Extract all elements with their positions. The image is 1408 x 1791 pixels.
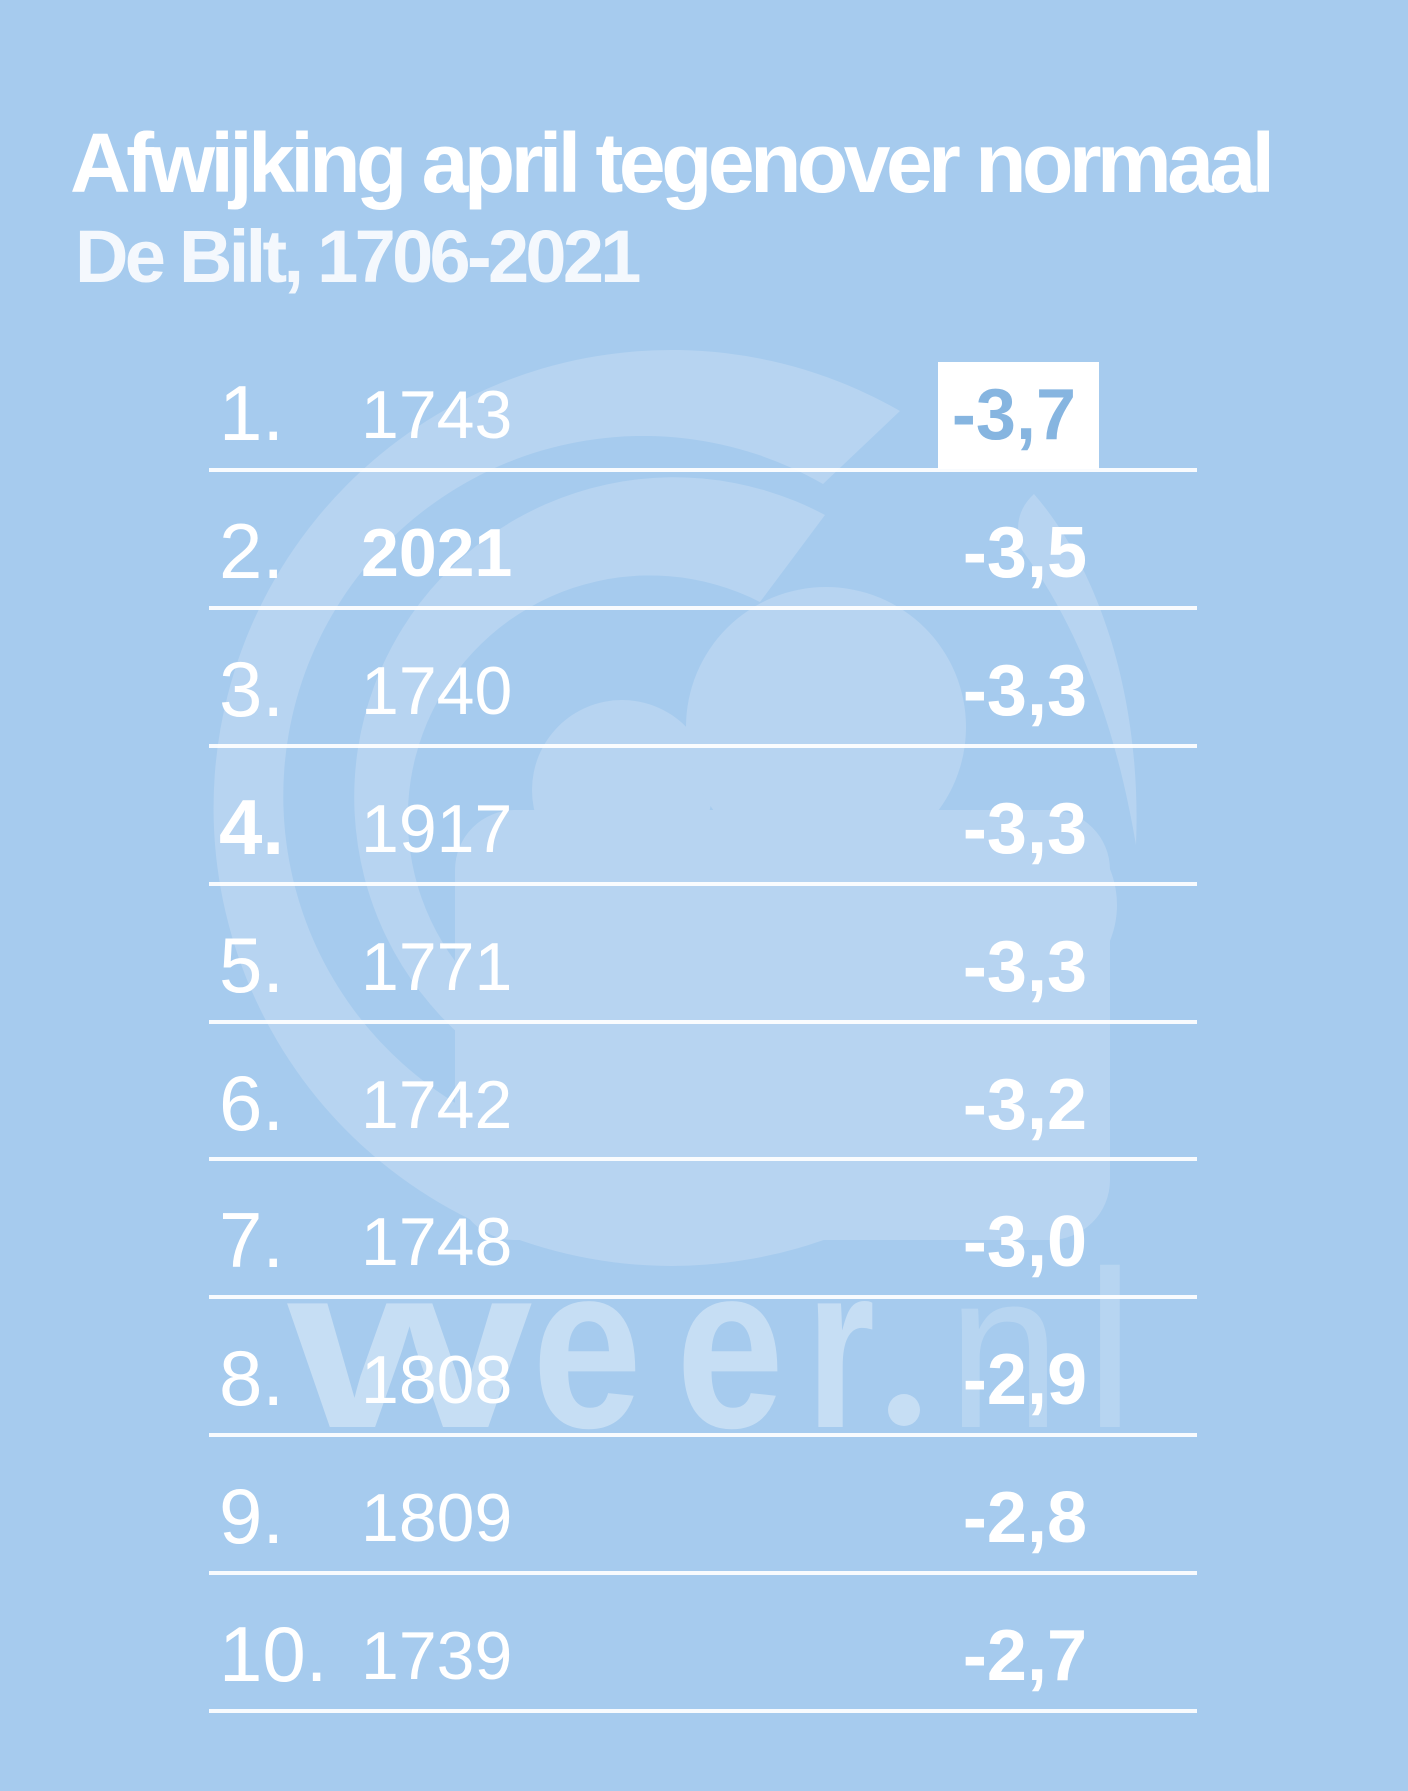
svg-text:l: l [1085, 1225, 1135, 1475]
svg-text:e: e [532, 1215, 642, 1477]
